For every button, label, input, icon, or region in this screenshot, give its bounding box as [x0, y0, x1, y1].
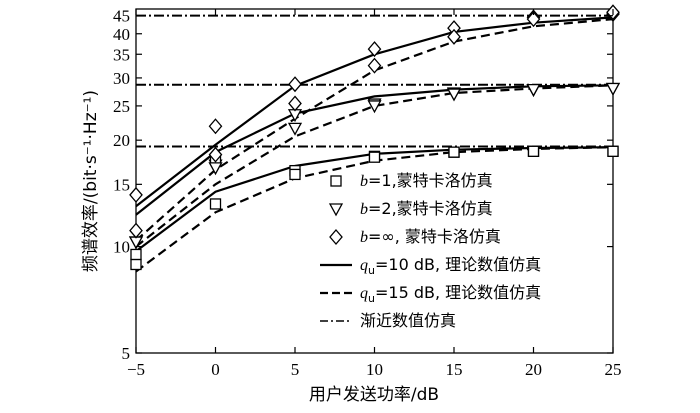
- y-tick-label: 10: [113, 238, 130, 257]
- data-point-square: [607, 145, 619, 157]
- data-point-diamond: [208, 118, 223, 135]
- y-axis-label: 频谱效率/(bit·s⁻¹·Hz⁻¹): [81, 90, 101, 272]
- x-tick-label: 20: [525, 360, 542, 379]
- x-tick-label: 5: [291, 360, 300, 379]
- data-point-diamond: [129, 222, 143, 239]
- x-tick-label: −5: [127, 360, 145, 379]
- legend-marker-triangle: [328, 203, 344, 217]
- legend-label: qu=10 dB, 理论数值仿真: [360, 255, 541, 277]
- data-point-triangle: [526, 83, 541, 97]
- legend-item-4: qu=15 dB, 理论数值仿真: [320, 283, 541, 305]
- legend-item-3: qu=10 dB, 理论数值仿真: [320, 255, 541, 277]
- data-point-triangle: [605, 82, 621, 96]
- legend: b=1,蒙特卡洛仿真 b=2,蒙特卡洛仿真 b=∞, 蒙特卡洛仿真 qu=10 dB,…: [320, 171, 541, 330]
- legend-marker-square: [330, 175, 342, 187]
- y-tick-label: 40: [113, 25, 130, 44]
- data-point-square: [130, 248, 142, 261]
- legend-label: 渐近数值仿真: [360, 311, 456, 330]
- data-point-square: [209, 198, 222, 210]
- data-point-square: [368, 151, 381, 163]
- data-point-diamond: [208, 146, 223, 163]
- data-point-triangle: [446, 88, 462, 102]
- y-tick-label: 15: [113, 175, 130, 194]
- y-tick-label: 30: [113, 69, 130, 88]
- data-point-square: [289, 168, 301, 181]
- legend-label: b=∞, 蒙特卡洛仿真: [360, 227, 501, 246]
- data-point-square: [448, 146, 460, 158]
- data-point-diamond: [367, 41, 382, 58]
- legend-label: qu=15 dB, 理论数值仿真: [360, 283, 541, 305]
- legend-label: b=2,蒙特卡洛仿真: [360, 199, 493, 218]
- y-tick-label: 20: [113, 131, 130, 150]
- data-point-diamond: [129, 186, 143, 203]
- y-tick-label: 25: [113, 97, 130, 116]
- data-point-square: [527, 145, 540, 157]
- legend-item-2: b=∞, 蒙特卡洛仿真: [329, 227, 501, 246]
- y-tick-label: 35: [113, 45, 130, 64]
- data-point-diamond: [288, 95, 302, 112]
- data-point-diamond: [288, 76, 302, 93]
- legend-marker-diamond: [329, 229, 343, 245]
- data-point-diamond: [447, 28, 461, 45]
- data-point-triangle: [208, 162, 223, 176]
- legend-item-5: 渐近数值仿真: [320, 311, 456, 330]
- x-tick-label: 15: [446, 360, 463, 379]
- data-point-triangle: [367, 100, 382, 114]
- x-tick-label: 0: [211, 360, 220, 379]
- legend-label: b=1,蒙特卡洛仿真: [360, 171, 493, 190]
- data-point-square: [130, 258, 142, 271]
- x-tick-label: 10: [366, 360, 383, 379]
- y-tick-label: 5: [122, 344, 131, 363]
- y-tick-label: 45: [113, 7, 130, 26]
- x-axis-label: 用户发送功率/dB: [309, 385, 439, 405]
- data-point-triangle: [287, 122, 303, 136]
- data-point-diamond: [367, 57, 382, 74]
- legend-item-0: b=1,蒙特卡洛仿真: [330, 171, 493, 190]
- x-tick-label: 25: [605, 360, 622, 379]
- legend-item-1: b=2,蒙特卡洛仿真: [328, 199, 493, 218]
- data-point-diamond: [526, 11, 541, 28]
